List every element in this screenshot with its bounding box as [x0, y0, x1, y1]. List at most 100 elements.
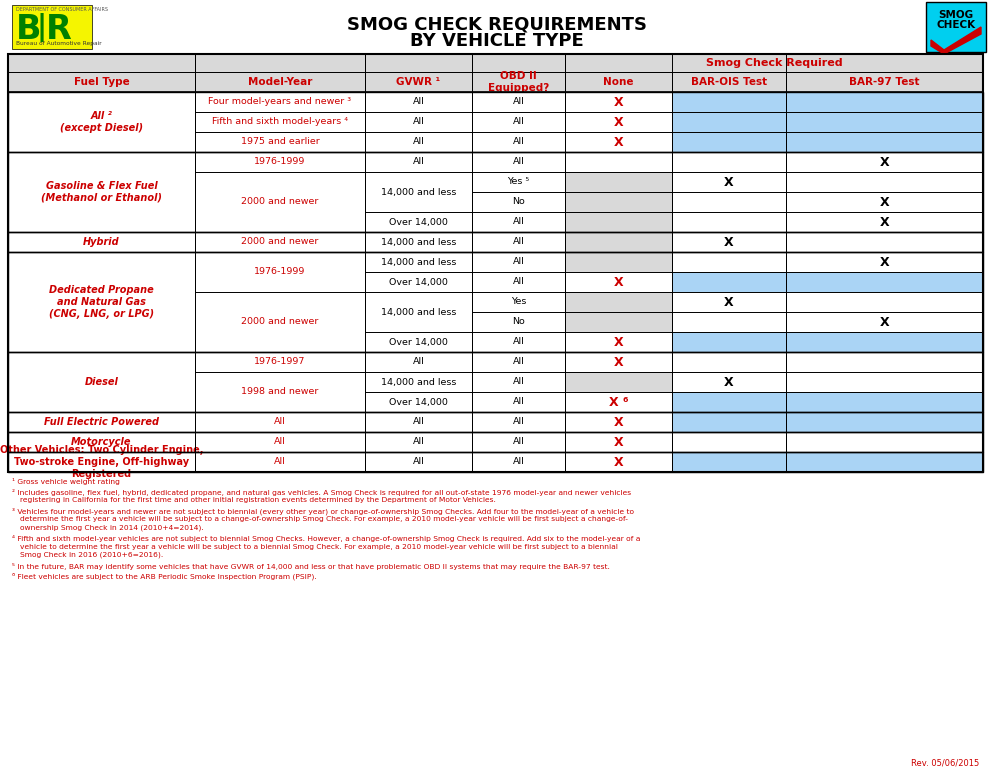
Text: 1976-1997: 1976-1997 — [254, 357, 306, 367]
Text: BY VEHICLE TYPE: BY VEHICLE TYPE — [411, 32, 583, 50]
Bar — [565, 392, 672, 412]
Text: 14,000 and less: 14,000 and less — [381, 187, 456, 197]
Text: All: All — [413, 138, 424, 147]
Text: All: All — [413, 97, 424, 106]
Text: X: X — [880, 196, 890, 208]
Text: All: All — [513, 378, 525, 386]
Bar — [472, 112, 565, 132]
Text: All: All — [513, 97, 525, 106]
Bar — [195, 152, 365, 172]
Bar — [786, 232, 983, 252]
Text: All: All — [513, 218, 525, 227]
Text: X: X — [725, 375, 734, 388]
Bar — [472, 432, 565, 452]
Text: X: X — [613, 435, 623, 448]
Text: Model-Year: Model-Year — [248, 77, 312, 87]
Bar — [195, 412, 365, 432]
Bar — [565, 432, 672, 452]
Bar — [365, 372, 472, 392]
Bar — [672, 352, 786, 372]
Bar — [672, 112, 786, 132]
Text: X: X — [613, 455, 623, 469]
Bar — [472, 212, 565, 232]
Text: X: X — [725, 295, 734, 308]
Bar — [195, 172, 365, 232]
Bar — [195, 112, 365, 132]
Bar — [472, 312, 565, 332]
Text: ⁴ Fifth and sixth model-year vehicles are not subject to biennial Smog Checks. H: ⁴ Fifth and sixth model-year vehicles ar… — [12, 535, 640, 542]
Text: ³ Vehicles four model-years and newer are not subject to biennial (every other y: ³ Vehicles four model-years and newer ar… — [12, 507, 634, 515]
Bar — [472, 192, 565, 212]
Bar — [472, 292, 565, 312]
Bar — [12, 5, 92, 49]
Text: Yes ⁵: Yes ⁵ — [508, 177, 530, 186]
Text: All ²
(except Diesel): All ² (except Diesel) — [60, 111, 143, 133]
Bar — [565, 172, 672, 192]
Text: All: All — [413, 437, 424, 447]
Bar — [672, 372, 786, 392]
Text: X: X — [613, 276, 623, 288]
Bar — [8, 232, 195, 252]
Bar — [8, 432, 195, 452]
Bar — [0, 2, 994, 54]
Bar — [786, 392, 983, 412]
Text: X: X — [613, 135, 623, 148]
Bar — [672, 412, 786, 432]
Bar — [672, 232, 786, 252]
Bar — [195, 92, 365, 112]
Text: All: All — [513, 158, 525, 166]
Bar — [8, 452, 195, 472]
Bar — [472, 232, 565, 252]
Bar — [365, 292, 472, 332]
Bar — [8, 352, 983, 412]
Bar — [672, 132, 786, 152]
Text: ¹ Gross vehicle weight rating: ¹ Gross vehicle weight rating — [12, 478, 120, 485]
Bar — [472, 372, 565, 392]
Text: X: X — [613, 356, 623, 368]
Bar — [8, 412, 195, 432]
Text: Other Vehicles: Two Cylinder Engine,
Two-stroke Engine, Off-highway
Registered: Other Vehicles: Two Cylinder Engine, Two… — [0, 445, 203, 479]
Bar — [786, 212, 983, 232]
Bar — [565, 412, 672, 432]
Bar — [195, 232, 365, 252]
Text: All: All — [513, 398, 525, 406]
Bar — [195, 132, 365, 152]
Bar — [565, 452, 672, 472]
Bar — [565, 212, 672, 232]
Text: registering in California for the first time and other initial registration even: registering in California for the first … — [20, 497, 496, 503]
Bar — [195, 432, 365, 452]
Bar — [565, 72, 672, 92]
Bar — [565, 332, 672, 352]
Text: None: None — [603, 77, 634, 87]
Bar — [365, 352, 472, 372]
Text: Yes: Yes — [511, 298, 526, 306]
Bar — [565, 92, 672, 112]
Bar — [472, 72, 565, 92]
Bar — [365, 212, 472, 232]
Bar — [565, 372, 672, 392]
Text: All: All — [513, 238, 525, 246]
Bar — [672, 392, 786, 412]
Text: All: All — [513, 458, 525, 466]
Text: BAR-OIS Test: BAR-OIS Test — [691, 77, 767, 87]
Text: SMOG: SMOG — [938, 10, 973, 20]
Bar — [565, 132, 672, 152]
Bar — [8, 412, 983, 432]
Bar — [365, 92, 472, 112]
Text: 14,000 and less: 14,000 and less — [381, 238, 456, 246]
Bar — [365, 54, 472, 72]
Text: 2000 and newer: 2000 and newer — [242, 238, 319, 246]
Bar — [195, 54, 365, 72]
Bar — [786, 72, 983, 92]
Bar — [365, 172, 472, 212]
Bar — [365, 432, 472, 452]
Text: BAR-97 Test: BAR-97 Test — [849, 77, 919, 87]
Text: Fuel Type: Fuel Type — [74, 77, 129, 87]
Bar — [472, 132, 565, 152]
Text: X: X — [613, 96, 623, 109]
Bar — [672, 332, 786, 352]
Bar — [786, 112, 983, 132]
Bar — [672, 452, 786, 472]
Text: SMOG CHECK REQUIREMENTS: SMOG CHECK REQUIREMENTS — [347, 16, 647, 34]
Bar — [672, 92, 786, 112]
